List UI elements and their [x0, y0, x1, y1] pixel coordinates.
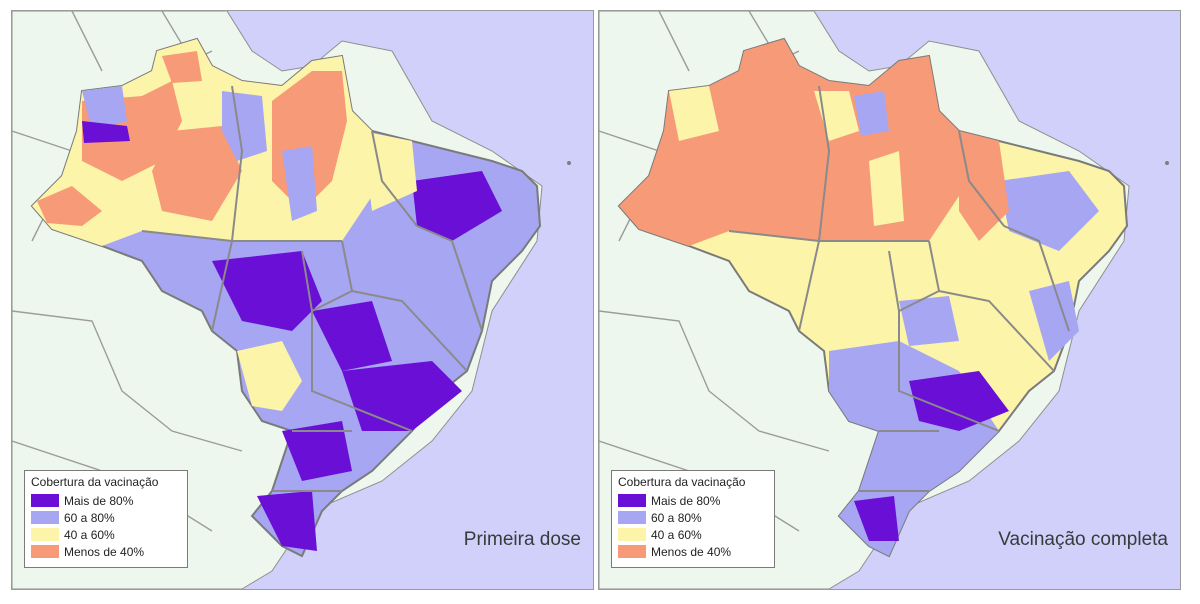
- fernando-de-noronha-dot: [567, 161, 571, 165]
- region-south-purple-1: [282, 421, 352, 481]
- region-southeast-purple: [342, 361, 462, 431]
- legend-swatch: [31, 494, 59, 507]
- legend-swatch: [31, 528, 59, 541]
- legend-item: 40 a 60%: [618, 526, 768, 543]
- panel-title: Primeira dose: [463, 529, 581, 550]
- region-center-blue: [899, 296, 959, 346]
- region-north-orange-2: [152, 126, 242, 221]
- legend-label: 40 a 60%: [651, 527, 702, 542]
- legend-label: Mais de 80%: [64, 493, 134, 508]
- legend-label: 40 a 60%: [64, 527, 115, 542]
- legend-swatch: [618, 545, 646, 558]
- region-north-blue-2: [222, 91, 267, 161]
- region-south-purple-2: [257, 491, 317, 551]
- legend-title: Cobertura da vacinação: [618, 475, 746, 489]
- region-north-yellow-1: [669, 86, 719, 141]
- region-north-purple: [82, 121, 130, 143]
- legend-item: Mais de 80%: [31, 492, 181, 509]
- legend-swatch: [618, 528, 646, 541]
- legend-label: Mais de 80%: [651, 493, 721, 508]
- map-panel-vacinacao-completa: Cobertura da vacinação Mais de 80% 60 a …: [598, 10, 1181, 590]
- state-borders: [141, 85, 483, 492]
- region-northeast-orange: [959, 131, 1009, 241]
- region-south-purple: [854, 496, 899, 541]
- legend-item: 60 a 80%: [618, 509, 768, 526]
- legend-swatch: [618, 494, 646, 507]
- region-north-blue-3: [282, 146, 317, 221]
- map-panel-primeira-dose: Cobertura da vacinação Mais de 80% 60 a …: [11, 10, 594, 590]
- region-north-orange-5: [162, 51, 202, 83]
- region-east-blue: [1029, 281, 1079, 361]
- region-north-orange-4: [37, 186, 102, 226]
- legend-swatch: [618, 511, 646, 524]
- region-northeast-purple: [412, 171, 502, 241]
- region-center-purple-1: [212, 251, 322, 331]
- region-north-blue: [854, 91, 889, 136]
- legend-label: Menos de 40%: [64, 544, 145, 559]
- panel-title: Vacinação completa: [998, 529, 1168, 550]
- legend: Cobertura da vacinação Mais de 80% 60 a …: [24, 470, 188, 568]
- legend-label: 60 a 80%: [64, 510, 115, 525]
- region-center-purple-2: [312, 301, 392, 371]
- region-north-blue-1: [82, 86, 127, 131]
- legend-swatch: [31, 511, 59, 524]
- legend-label: 60 a 80%: [651, 510, 702, 525]
- region-southeast-purple: [909, 371, 1009, 431]
- legend-label: Menos de 40%: [651, 544, 732, 559]
- state-borders: [728, 85, 1070, 492]
- region-north-yellow-3: [869, 151, 904, 226]
- region-center-yellow: [237, 341, 302, 411]
- brazil-map-vacinacao-completa: [599, 11, 1169, 589]
- region-northeast-blue: [999, 171, 1099, 251]
- legend-item: 40 a 60%: [31, 526, 181, 543]
- legend-item: Mais de 80%: [618, 492, 768, 509]
- legend-item: 60 a 80%: [31, 509, 181, 526]
- legend-swatch: [31, 545, 59, 558]
- legend: Cobertura da vacinação Mais de 80% 60 a …: [611, 470, 775, 568]
- legend-item: Menos de 40%: [618, 543, 768, 560]
- legend-item: Menos de 40%: [31, 543, 181, 560]
- brazil-map-primeira-dose: [12, 11, 571, 589]
- legend-title: Cobertura da vacinação: [31, 475, 159, 489]
- fernando-de-noronha-dot: [1165, 161, 1169, 165]
